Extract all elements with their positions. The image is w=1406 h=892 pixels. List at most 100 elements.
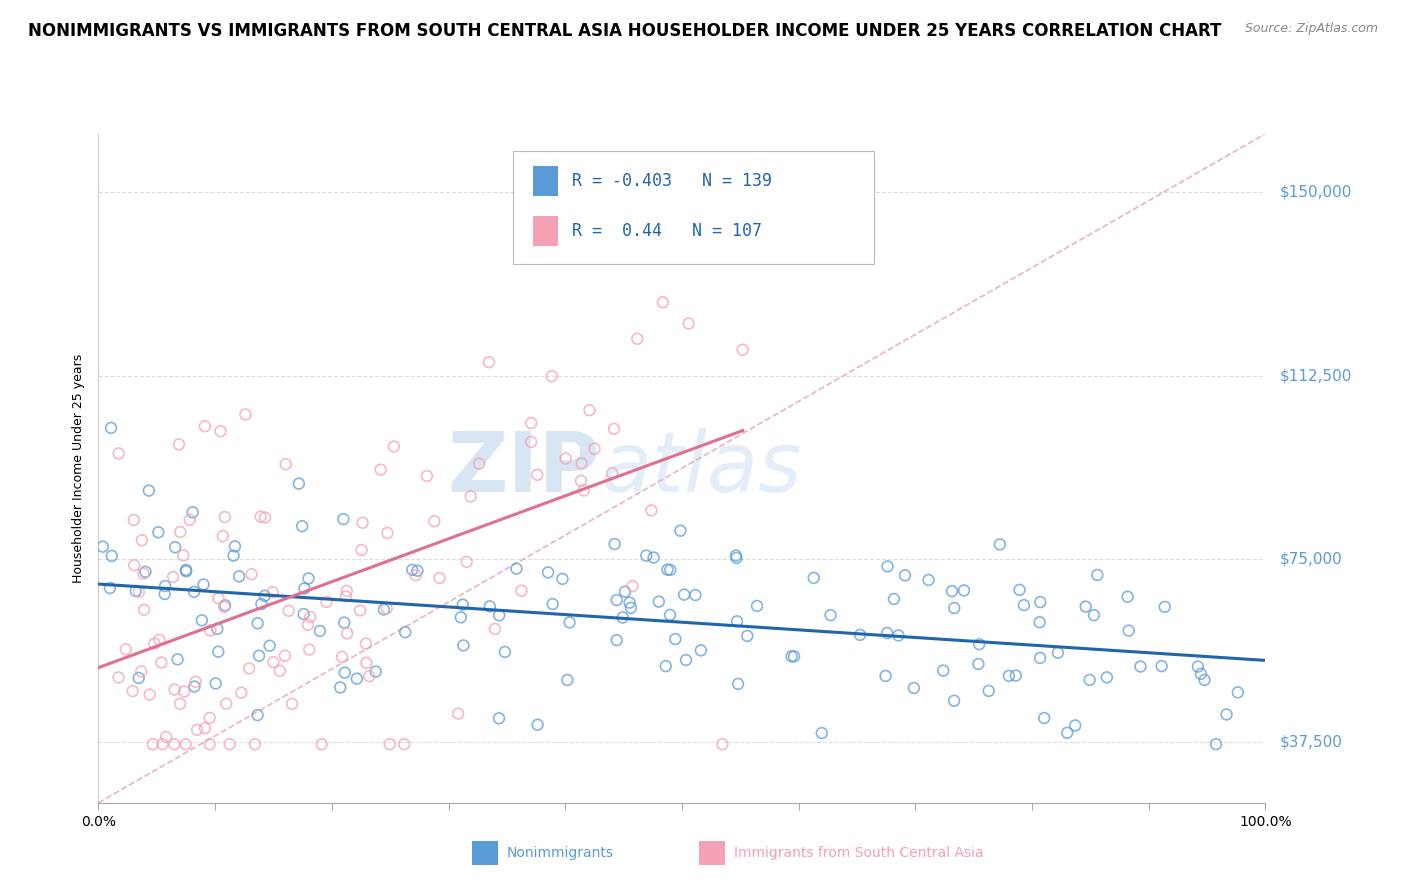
Point <box>370 463 392 477</box>
Point <box>460 489 482 503</box>
Point <box>165 540 187 554</box>
Point <box>416 469 439 483</box>
Y-axis label: Householder Income Under 25 years: Householder Income Under 25 years <box>72 353 86 583</box>
Point <box>207 591 229 606</box>
Point <box>336 584 359 599</box>
Bar <box>472 841 498 865</box>
Bar <box>533 216 558 246</box>
Point <box>537 566 560 580</box>
Point <box>626 332 648 346</box>
Point <box>551 572 574 586</box>
Point <box>1153 599 1175 614</box>
Point <box>998 669 1021 683</box>
Point <box>107 446 129 460</box>
Point <box>262 655 284 669</box>
Point <box>224 540 246 554</box>
Point <box>1029 595 1052 609</box>
Point <box>228 569 250 583</box>
Point <box>214 599 236 613</box>
Point <box>636 549 658 563</box>
Point <box>262 585 284 599</box>
Point <box>603 422 626 436</box>
Point <box>101 549 124 563</box>
Point <box>174 737 197 751</box>
Point <box>269 664 291 678</box>
Point <box>558 615 581 630</box>
Point <box>478 599 501 614</box>
Point <box>218 737 240 751</box>
Point <box>378 737 401 751</box>
Point <box>875 669 897 683</box>
Point <box>107 670 129 684</box>
Point <box>349 603 371 617</box>
Point <box>291 519 314 533</box>
Point <box>352 516 374 530</box>
Point <box>612 610 634 624</box>
Point <box>222 549 245 563</box>
Point <box>1118 624 1140 638</box>
Point <box>122 513 145 527</box>
Point <box>621 579 644 593</box>
Point <box>654 659 676 673</box>
Point <box>200 624 222 638</box>
Point <box>600 467 623 481</box>
Point <box>169 697 191 711</box>
Point <box>1189 666 1212 681</box>
Point <box>336 626 359 640</box>
Point <box>651 295 673 310</box>
Point <box>606 633 628 648</box>
Point <box>1083 608 1105 623</box>
Point <box>209 424 232 438</box>
Point <box>453 639 475 653</box>
Point <box>406 564 429 578</box>
Point <box>294 582 316 596</box>
Point <box>377 525 399 540</box>
Point <box>335 590 357 604</box>
Point <box>198 711 221 725</box>
FancyBboxPatch shape <box>513 151 875 264</box>
Point <box>162 570 184 584</box>
Point <box>186 723 208 737</box>
Point <box>311 737 333 751</box>
Point <box>569 474 592 488</box>
Point <box>735 629 758 643</box>
Point <box>711 737 734 751</box>
Point <box>1129 659 1152 673</box>
Point <box>1226 685 1249 699</box>
Point <box>274 457 297 471</box>
Point <box>1028 615 1050 630</box>
Point <box>184 674 207 689</box>
Point <box>883 591 905 606</box>
Point <box>350 543 373 558</box>
Point <box>505 561 527 575</box>
Point <box>134 565 156 579</box>
Point <box>207 645 229 659</box>
Text: atlas: atlas <box>600 428 801 508</box>
Point <box>468 457 491 471</box>
Point <box>150 656 173 670</box>
Point <box>148 525 170 540</box>
Point <box>614 584 637 599</box>
Point <box>253 510 276 524</box>
Point <box>664 632 686 646</box>
Point <box>423 514 446 528</box>
Point <box>198 737 221 751</box>
Text: $150,000: $150,000 <box>1279 185 1351 200</box>
Point <box>100 421 122 435</box>
Point <box>478 355 501 369</box>
Point <box>115 642 138 657</box>
Point <box>125 584 148 599</box>
Point <box>243 737 266 751</box>
Point <box>977 684 1000 698</box>
Point <box>1150 659 1173 673</box>
Point <box>685 588 707 602</box>
Point <box>138 688 160 702</box>
Point <box>673 588 696 602</box>
Point <box>1064 718 1087 732</box>
Point <box>780 649 803 664</box>
Point <box>554 451 576 466</box>
Point <box>903 681 925 695</box>
Text: $75,000: $75,000 <box>1279 551 1343 566</box>
Point <box>1078 673 1101 687</box>
Point <box>292 607 315 621</box>
